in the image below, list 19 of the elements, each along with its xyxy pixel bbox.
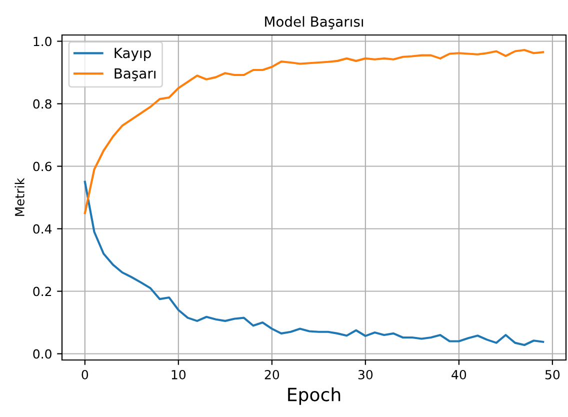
x-tick-label: 20 (264, 370, 280, 380)
x-tick-label: 0 (82, 370, 88, 380)
legend-label: Başarı (114, 68, 156, 82)
x-axis-title: Epoch (288, 387, 340, 405)
y-tick-label: 0.6 (33, 162, 52, 172)
x-tick-label: 10 (172, 370, 186, 380)
x-tick-label: 30 (358, 370, 373, 380)
y-tick-label: 1.0 (34, 36, 52, 46)
y-tick-label: 0.0 (33, 349, 52, 359)
chart-title: Model Başarısı (265, 16, 363, 30)
y-tick-label: 0.2 (33, 286, 52, 296)
x-tick-label: 40 (452, 370, 466, 380)
line-series (84, 48, 544, 214)
y-tick-label: 0.4 (33, 224, 52, 234)
y-tick-label: 0.8 (33, 99, 52, 109)
y-axis-title: Metrik (14, 178, 24, 216)
x-tick-label: 50 (545, 370, 560, 380)
legend-label: Kayıp (114, 48, 151, 61)
line-series (84, 180, 544, 346)
